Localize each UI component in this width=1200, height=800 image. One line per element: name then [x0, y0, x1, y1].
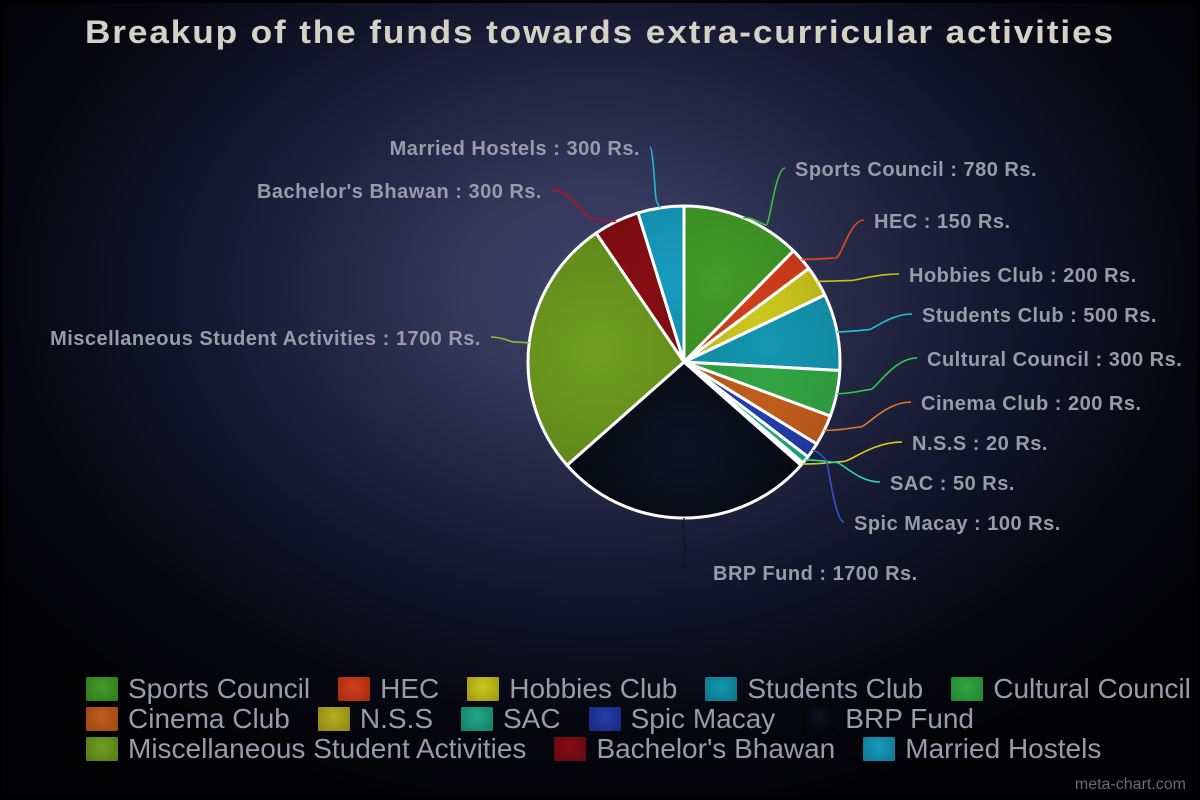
svg-text:Bachelor's Bhawan : 300 Rs.: Bachelor's Bhawan : 300 Rs.	[257, 181, 542, 203]
svg-text:Cinema Club : 200 Rs.: Cinema Club : 200 Rs.	[921, 393, 1142, 415]
svg-text:N.S.S : 20 Rs.: N.S.S : 20 Rs.	[912, 433, 1048, 455]
svg-text:Married Hostels : 300 Rs.: Married Hostels : 300 Rs.	[390, 138, 640, 160]
svg-text:BRP Fund : 1700 Rs.: BRP Fund : 1700 Rs.	[713, 563, 918, 585]
svg-text:Students Club : 500 Rs.: Students Club : 500 Rs.	[922, 305, 1157, 327]
svg-text:Hobbies Club : 200 Rs.: Hobbies Club : 200 Rs.	[909, 265, 1137, 287]
svg-text:Cultural Council : 300 Rs.: Cultural Council : 300 Rs.	[927, 349, 1182, 371]
svg-text:HEC : 150 Rs.: HEC : 150 Rs.	[874, 211, 1011, 233]
svg-text:Sports Council : 780 Rs.: Sports Council : 780 Rs.	[795, 159, 1037, 181]
svg-text:Miscellaneous Student Activiti: Miscellaneous Student Activities : 1700 …	[50, 328, 481, 350]
svg-text:SAC : 50 Rs.: SAC : 50 Rs.	[890, 473, 1015, 495]
svg-text:Spic Macay : 100 Rs.: Spic Macay : 100 Rs.	[854, 513, 1061, 535]
